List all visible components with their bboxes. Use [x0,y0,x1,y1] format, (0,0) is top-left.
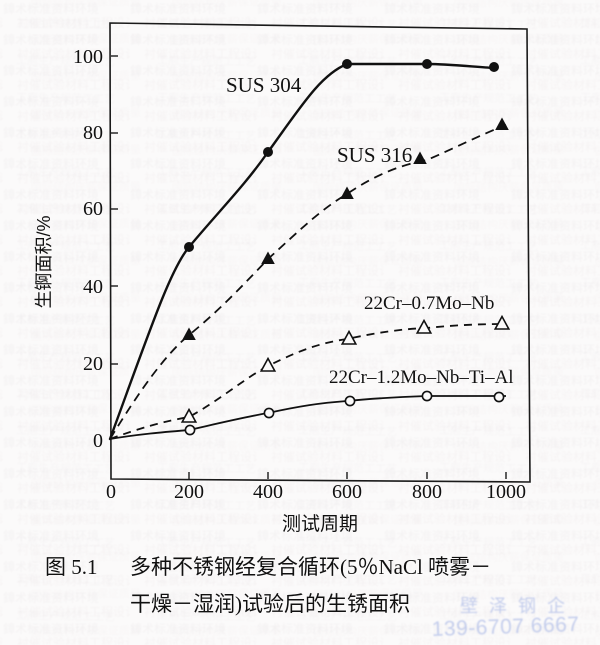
svg-text:600: 600 [332,481,362,503]
svg-text:200: 200 [174,481,204,503]
svg-text:80: 80 [83,122,103,144]
svg-text:800: 800 [412,481,442,503]
svg-text:SUS 316: SUS 316 [337,143,412,167]
svg-text:0: 0 [106,481,116,503]
svg-text:测试周期: 测试周期 [282,513,358,535]
svg-text:20: 20 [83,353,103,375]
svg-text:40: 40 [83,276,103,298]
svg-text:1000: 1000 [486,481,526,503]
svg-text:22Cr–0.7Mo–Nb: 22Cr–0.7Mo–Nb [364,293,494,314]
svg-text:22Cr–1.2Mo–Nb–Ti–Al: 22Cr–1.2Mo–Nb–Ti–Al [329,367,514,388]
svg-text:400: 400 [253,481,283,503]
svg-text:SUS 304: SUS 304 [226,73,302,97]
svg-text:100: 100 [73,46,103,68]
svg-text:60: 60 [83,198,103,220]
svg-text:生锕面积/%: 生锕面积/% [34,215,54,308]
svg-text:0: 0 [93,430,103,452]
